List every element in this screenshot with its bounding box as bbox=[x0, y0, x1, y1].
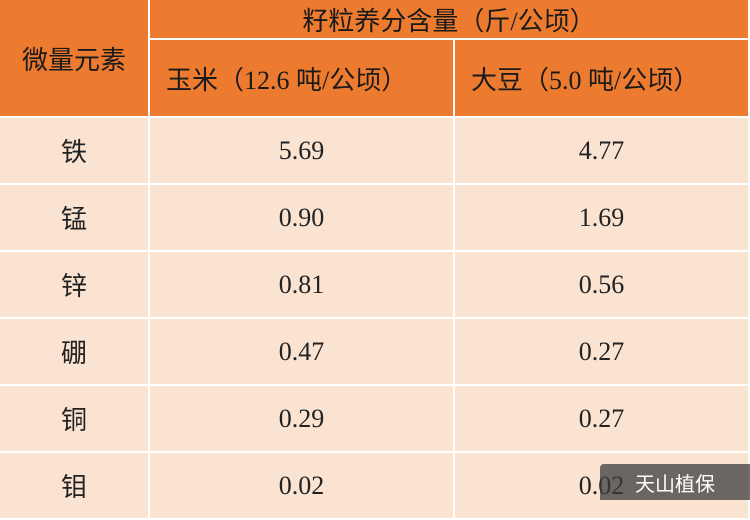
group-header: 籽粒养分含量（斤/公顷） bbox=[150, 0, 750, 40]
value-cell: 0.27 bbox=[455, 319, 750, 386]
value-cell: 1.69 bbox=[455, 185, 750, 252]
element-cell: 钼 bbox=[0, 453, 150, 520]
column-header: 玉米（12.6 吨/公顷） bbox=[150, 40, 455, 118]
value-cell: 0.29 bbox=[150, 386, 455, 453]
element-cell: 锌 bbox=[0, 252, 150, 319]
watermark: 天山植保 bbox=[600, 464, 750, 500]
value-cell: 0.81 bbox=[150, 252, 455, 319]
value-cell: 0.27 bbox=[455, 386, 750, 453]
value-cell: 4.77 bbox=[455, 118, 750, 185]
row-label-header: 微量元素 bbox=[0, 0, 150, 118]
element-cell: 锰 bbox=[0, 185, 150, 252]
element-cell: 硼 bbox=[0, 319, 150, 386]
value-cell: 0.56 bbox=[455, 252, 750, 319]
element-cell: 铜 bbox=[0, 386, 150, 453]
element-cell: 铁 bbox=[0, 118, 150, 185]
value-cell: 0.02 bbox=[150, 453, 455, 520]
value-cell: 0.47 bbox=[150, 319, 455, 386]
column-header: 大豆（5.0 吨/公顷） bbox=[455, 40, 750, 118]
value-cell: 5.69 bbox=[150, 118, 455, 185]
value-cell: 0.90 bbox=[150, 185, 455, 252]
